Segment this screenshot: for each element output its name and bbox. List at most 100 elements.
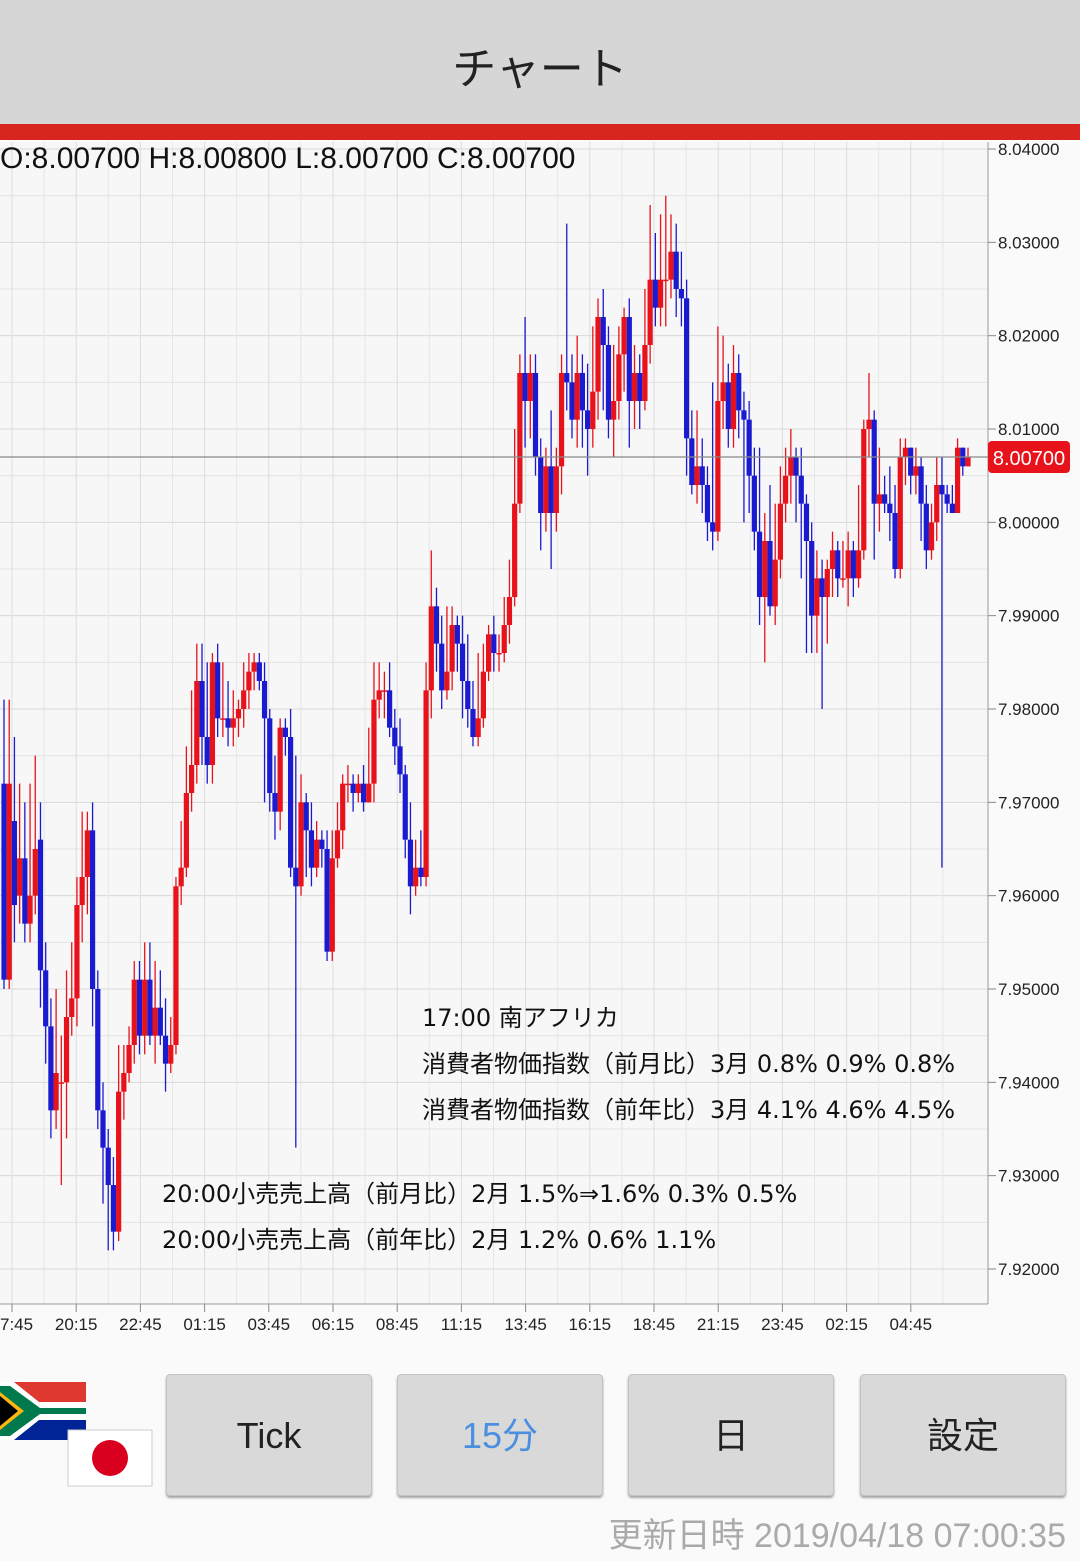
candle-body bbox=[949, 503, 955, 513]
last-updated-datetime: 2019/04/18 07:00:35 bbox=[754, 1517, 1066, 1555]
candle-body bbox=[631, 373, 638, 401]
candle-body bbox=[48, 1026, 54, 1111]
candle-body bbox=[27, 895, 33, 924]
candle-body bbox=[308, 830, 315, 868]
candle-body bbox=[152, 1007, 158, 1036]
candle-body bbox=[491, 634, 497, 653]
candle-body bbox=[637, 373, 643, 401]
candle-body bbox=[470, 709, 476, 737]
candle-body bbox=[355, 783, 361, 793]
timeframe-15min-button[interactable]: 15分 bbox=[397, 1374, 603, 1496]
tick-button[interactable]: Tick bbox=[166, 1374, 372, 1496]
candle-body bbox=[413, 867, 419, 887]
header-bar bbox=[0, 0, 1080, 124]
y-tick-label: 7.96000 bbox=[998, 887, 1059, 906]
candle-body bbox=[178, 867, 184, 887]
candle-body bbox=[887, 503, 893, 513]
candle-body bbox=[428, 606, 434, 691]
candle-body bbox=[350, 783, 356, 793]
candle-body bbox=[751, 475, 757, 532]
candle-body bbox=[37, 839, 44, 971]
candle-body bbox=[522, 373, 528, 401]
candle-body bbox=[689, 438, 695, 485]
candle-body bbox=[110, 1185, 117, 1232]
x-tick-label: 7:45 bbox=[0, 1315, 33, 1334]
candle-body bbox=[215, 662, 221, 719]
candle-body bbox=[871, 419, 877, 504]
candle-body bbox=[366, 783, 372, 803]
candle-body bbox=[209, 662, 216, 765]
candle-body bbox=[569, 382, 575, 420]
candle-body bbox=[538, 457, 544, 513]
settings-button[interactable]: 設定 bbox=[860, 1374, 1066, 1496]
x-tick-label: 06:15 bbox=[312, 1315, 355, 1334]
candle-body bbox=[272, 793, 278, 812]
candle-body bbox=[934, 485, 940, 523]
y-tick-label: 8.02000 bbox=[998, 327, 1059, 346]
candle-body bbox=[803, 503, 810, 541]
candle-body bbox=[465, 681, 471, 709]
candle-body bbox=[126, 1045, 132, 1073]
candle-body bbox=[267, 718, 273, 793]
candlestick-chart[interactable]: 8.04000 8.03000 8.02000 8.01000 8.00000 7.990… bbox=[0, 140, 1080, 1340]
last-updated-label: 更新日時 bbox=[608, 1516, 745, 1556]
candle-body bbox=[855, 550, 862, 579]
candle-body bbox=[183, 793, 189, 868]
candle-body bbox=[121, 1073, 127, 1092]
candle-body bbox=[162, 1035, 169, 1064]
candle-body bbox=[720, 382, 726, 401]
daily-button[interactable]: 日 bbox=[628, 1374, 834, 1496]
candle-body bbox=[621, 317, 627, 355]
candle-body bbox=[678, 289, 685, 299]
candle-body bbox=[392, 727, 398, 747]
candle-body bbox=[710, 522, 716, 532]
x-tick-label: 20:15 bbox=[55, 1315, 98, 1334]
candle-body bbox=[84, 830, 90, 877]
candle-body bbox=[861, 429, 867, 551]
candle-body bbox=[829, 550, 836, 569]
za-event-cpi-mom: 消費者物価指数（前月比）3月 0.8% 0.9% 0.8% bbox=[422, 1050, 956, 1078]
candle-body bbox=[876, 494, 883, 504]
candle-body bbox=[1, 783, 7, 980]
candle-body bbox=[17, 858, 23, 896]
x-tick-label: 13:45 bbox=[504, 1315, 547, 1334]
candle-body bbox=[965, 457, 971, 467]
candle-body bbox=[199, 681, 205, 737]
candle-body bbox=[136, 979, 143, 1036]
candle-body bbox=[480, 671, 486, 719]
x-tick-label: 11:15 bbox=[441, 1315, 482, 1334]
candle-body bbox=[762, 541, 768, 597]
candle-body bbox=[376, 690, 382, 700]
candle-body bbox=[512, 503, 518, 597]
candle-body bbox=[439, 643, 445, 691]
candle-body bbox=[22, 858, 28, 924]
candle-body bbox=[553, 466, 559, 513]
x-tick-label: 08:45 bbox=[376, 1315, 419, 1334]
candle-body bbox=[53, 1073, 59, 1111]
y-tick-label: 8.04000 bbox=[998, 140, 1059, 159]
candle-body bbox=[892, 513, 898, 569]
candle-body bbox=[652, 279, 658, 308]
candle-body bbox=[454, 625, 460, 644]
candle-body bbox=[908, 447, 914, 476]
current-price-tag bbox=[988, 441, 1070, 473]
candle-body bbox=[642, 345, 648, 401]
candle-body bbox=[647, 279, 653, 345]
currency-pair-flags[interactable] bbox=[0, 1378, 160, 1498]
candle-body bbox=[517, 373, 523, 504]
candle-body bbox=[157, 1007, 163, 1036]
candle-body bbox=[814, 578, 820, 616]
candle-body bbox=[605, 345, 612, 420]
y-tick-label: 7.94000 bbox=[998, 1073, 1059, 1092]
candle-body bbox=[579, 373, 585, 411]
x-tick-label: 23:45 bbox=[761, 1315, 804, 1334]
candle-body bbox=[616, 354, 622, 401]
candle-body bbox=[882, 494, 888, 504]
candle-body bbox=[282, 727, 288, 737]
candle-body bbox=[449, 625, 455, 672]
y-tick-label: 7.92000 bbox=[998, 1260, 1059, 1279]
candle-body bbox=[433, 606, 440, 644]
candle-body bbox=[611, 401, 617, 420]
candle-body bbox=[777, 503, 784, 560]
candle-body bbox=[699, 466, 705, 485]
